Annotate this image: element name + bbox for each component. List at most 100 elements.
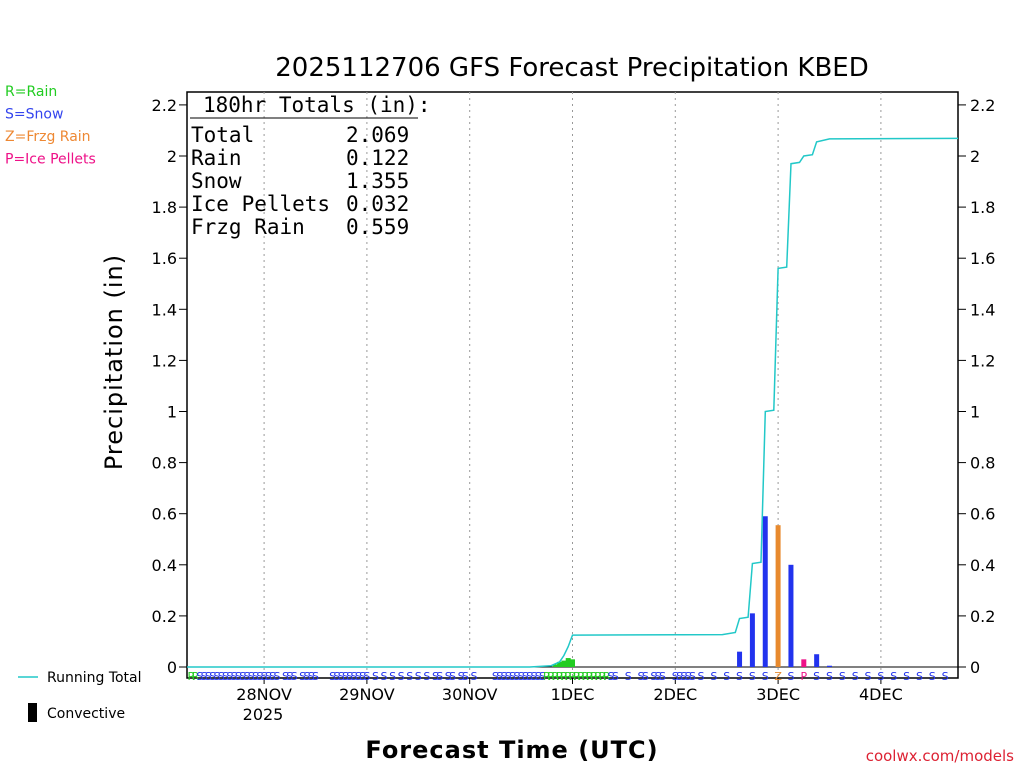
precip-type-marker: S xyxy=(423,670,430,683)
precip-type-marker: S xyxy=(231,670,238,683)
precip-type-marker: S xyxy=(329,670,336,683)
precip-type-marker: S xyxy=(916,670,923,683)
x-axis-label: Forecast Time (UTC) xyxy=(365,736,658,764)
precip-type-marker: S xyxy=(526,670,533,683)
precip-type-marker: S xyxy=(286,670,293,683)
precip-type-marker: S xyxy=(196,670,203,683)
precip-type-marker: S xyxy=(505,670,512,683)
y-tick-label-left: 0.6 xyxy=(152,505,177,524)
y-tick-label-right: 0.2 xyxy=(970,607,995,626)
precip-type-marker: S xyxy=(698,670,705,683)
precip-type-marker: S xyxy=(273,670,280,683)
precip-type-marker: S xyxy=(436,670,443,683)
precip-type-marker: S xyxy=(342,670,349,683)
totals-row-value: 0.032 xyxy=(346,192,409,216)
precip-type-marker: S xyxy=(248,670,255,683)
type-legend-item: Z=Frzg Rain xyxy=(5,129,91,145)
y-tick-label-left: 1.2 xyxy=(152,351,177,370)
precip-type-marker: S xyxy=(539,670,546,683)
precip-type-marker: S xyxy=(839,670,846,683)
precip-type-marker: S xyxy=(655,670,662,683)
precip-bar-snow xyxy=(762,516,768,667)
precip-type-marker: S xyxy=(608,670,615,683)
precip-type-marker: S xyxy=(535,670,542,683)
precip-type-marker: S xyxy=(877,670,884,683)
x-tick-label: 30NOV xyxy=(442,685,498,704)
convective-swatch xyxy=(28,703,37,722)
precip-type-marker: S xyxy=(406,670,413,683)
y-tick-label-right: 1 xyxy=(970,403,980,422)
precip-type-marker: R xyxy=(582,670,590,683)
precip-type-marker: R xyxy=(187,670,195,683)
precip-type-marker: R xyxy=(577,670,585,683)
precip-type-marker: S xyxy=(903,670,910,683)
precip-type-marker: S xyxy=(299,670,306,683)
precip-bar-rain xyxy=(570,659,575,667)
precip-type-marker: S xyxy=(312,670,319,683)
precip-type-marker: R xyxy=(569,670,577,683)
precip-type-marker: S xyxy=(650,670,657,683)
precip-type-marker: S xyxy=(710,670,717,683)
totals-row-value: 0.122 xyxy=(346,146,409,170)
precip-type-marker: S xyxy=(209,670,216,683)
y-tick-label-right: 1.2 xyxy=(970,351,995,370)
y-tick-label-right: 1.8 xyxy=(970,198,995,217)
precip-type-marker: S xyxy=(389,670,396,683)
precip-type-marker: S xyxy=(449,670,456,683)
precip-bar-snow xyxy=(814,654,820,667)
precip-type-marker: R xyxy=(547,670,555,683)
precip-type-marker: R xyxy=(603,670,611,683)
precip-type-marker: S xyxy=(736,670,743,683)
precip-type-marker: S xyxy=(261,670,268,683)
precip-type-marker: Z xyxy=(774,670,782,683)
precip-type-marker: S xyxy=(201,670,208,683)
precip-type-marker: S xyxy=(351,670,358,683)
precip-type-marker: S xyxy=(303,670,310,683)
y-tick-label-left: 1.8 xyxy=(152,198,177,217)
totals-header: 180hr Totals (in): xyxy=(203,93,431,117)
precip-type-marker: S xyxy=(890,670,897,683)
precip-type-marker: S xyxy=(372,670,379,683)
totals-row-label: Total xyxy=(191,123,254,147)
precip-bar-frzg-rain xyxy=(775,525,781,667)
running-total-line xyxy=(187,137,959,668)
precip-type-marker: S xyxy=(723,670,730,683)
precip-type-marker: S xyxy=(642,670,649,683)
totals-box: 180hr Totals (in): Total 2.069 Rain 0.122 Sn… xyxy=(190,93,431,239)
site-credit: coolwx.com/models xyxy=(866,747,1014,765)
precip-type-marker: S xyxy=(398,670,405,683)
precip-type-marker: S xyxy=(530,670,537,683)
totals-row-label: Frzg Rain xyxy=(191,215,305,239)
y-tick-label-left: 0.4 xyxy=(152,556,177,575)
precip-type-marker: S xyxy=(762,670,769,683)
precip-type-legend: R=Rain S=Snow Z=Frzg Rain P=Ice Pellets xyxy=(5,84,96,168)
totals-row-label: Snow xyxy=(191,169,242,193)
precip-type-marker: S xyxy=(445,670,452,683)
precip-bar-snow xyxy=(827,665,832,667)
y-tick-label-right: 0.4 xyxy=(970,556,995,575)
y-tick-label-left: 0.8 xyxy=(152,454,177,473)
precip-type-marker: R xyxy=(564,670,572,683)
precip-type-marker: S xyxy=(749,670,756,683)
y-tick-label-left: 1.4 xyxy=(152,300,177,319)
x-tick-label: 3DEC xyxy=(756,685,800,704)
running-total-legend: Running Total xyxy=(18,670,142,686)
precip-type-marker: S xyxy=(672,670,679,683)
x-axis-ticks: 28NOV 29NOV 30NOV 1DEC 2DEC 3DEC 4DEC xyxy=(236,678,903,704)
precip-type-marker: S xyxy=(252,670,259,683)
precip-bar-rain xyxy=(557,661,563,667)
precip-type-marker: S xyxy=(235,670,242,683)
precip-bar-rain xyxy=(561,660,567,667)
precip-type-marker: P xyxy=(800,670,807,683)
precip-type-marker: S xyxy=(612,670,619,683)
y-tick-label-left: 1.6 xyxy=(152,249,177,268)
precip-type-marker: S xyxy=(685,670,692,683)
precip-type-marker: S xyxy=(359,670,366,683)
precip-type-marker: S xyxy=(689,670,696,683)
precip-type-marker: S xyxy=(239,670,246,683)
x-tick-label: 2DEC xyxy=(653,685,697,704)
precip-bar-rain xyxy=(565,658,571,667)
precip-type-marker: S xyxy=(492,670,499,683)
